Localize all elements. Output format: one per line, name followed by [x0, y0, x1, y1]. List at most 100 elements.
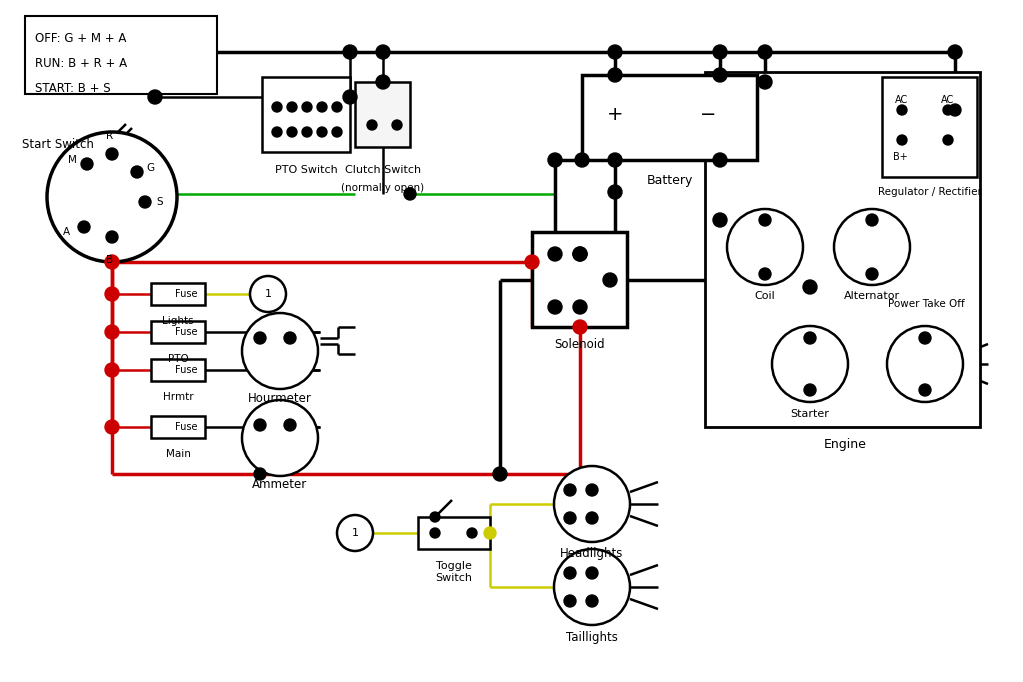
Circle shape: [47, 132, 177, 262]
Circle shape: [575, 153, 589, 167]
Circle shape: [250, 276, 286, 312]
Text: START: B + S: START: B + S: [35, 82, 110, 95]
Circle shape: [897, 105, 907, 115]
Text: Alternator: Alternator: [844, 291, 900, 301]
Circle shape: [105, 420, 119, 434]
Circle shape: [866, 214, 878, 226]
Text: A: A: [62, 227, 70, 237]
Text: Headlights: Headlights: [561, 548, 624, 561]
Circle shape: [548, 247, 562, 261]
Text: Taillights: Taillights: [566, 630, 618, 644]
Circle shape: [525, 255, 539, 269]
Circle shape: [287, 127, 297, 137]
Circle shape: [919, 384, 931, 396]
Circle shape: [106, 148, 118, 160]
Circle shape: [573, 320, 587, 334]
Text: (normally open): (normally open): [342, 183, 425, 193]
Text: RUN: B + R + A: RUN: B + R + A: [35, 57, 127, 70]
Circle shape: [758, 75, 772, 89]
Circle shape: [105, 325, 119, 339]
Circle shape: [287, 102, 297, 112]
Circle shape: [866, 268, 878, 280]
Circle shape: [367, 120, 377, 130]
Circle shape: [343, 45, 357, 59]
Circle shape: [804, 332, 816, 344]
Circle shape: [803, 280, 817, 294]
Circle shape: [554, 466, 630, 542]
Circle shape: [564, 567, 576, 579]
Text: M: M: [68, 155, 77, 165]
Circle shape: [317, 102, 327, 112]
Circle shape: [337, 515, 373, 551]
Circle shape: [573, 247, 587, 261]
Text: Ammeter: Ammeter: [253, 479, 308, 492]
Circle shape: [317, 127, 327, 137]
Circle shape: [392, 120, 402, 130]
Text: PTO: PTO: [168, 354, 188, 364]
Text: Clutch Switch: Clutch Switch: [345, 165, 421, 175]
FancyBboxPatch shape: [355, 82, 410, 147]
Circle shape: [81, 158, 93, 170]
Circle shape: [131, 166, 143, 178]
Circle shape: [484, 527, 496, 539]
Circle shape: [376, 45, 390, 59]
Circle shape: [772, 326, 848, 402]
Circle shape: [272, 127, 282, 137]
Circle shape: [302, 102, 312, 112]
FancyBboxPatch shape: [532, 232, 627, 327]
Circle shape: [468, 528, 477, 538]
FancyBboxPatch shape: [705, 72, 980, 427]
Circle shape: [573, 300, 587, 314]
Circle shape: [106, 231, 118, 243]
Circle shape: [573, 247, 587, 261]
Circle shape: [554, 549, 630, 625]
Circle shape: [548, 153, 562, 167]
Text: G: G: [146, 163, 154, 173]
Circle shape: [727, 209, 803, 285]
Text: Fuse: Fuse: [175, 422, 197, 432]
Circle shape: [834, 209, 910, 285]
Circle shape: [284, 332, 296, 344]
Circle shape: [404, 188, 416, 200]
Circle shape: [586, 512, 598, 524]
Circle shape: [948, 45, 962, 59]
Circle shape: [430, 512, 440, 522]
Text: +: +: [607, 104, 623, 123]
Text: Lights: Lights: [163, 316, 193, 326]
Circle shape: [586, 567, 598, 579]
Text: 1: 1: [265, 289, 271, 299]
Circle shape: [713, 153, 727, 167]
Circle shape: [919, 332, 931, 344]
Circle shape: [608, 45, 622, 59]
Circle shape: [548, 300, 562, 314]
Circle shape: [758, 45, 772, 59]
Text: Power Take Off: Power Take Off: [888, 299, 965, 309]
Text: −: −: [700, 104, 716, 123]
Text: Fuse: Fuse: [175, 365, 197, 375]
Text: Hourmeter: Hourmeter: [248, 391, 312, 404]
Circle shape: [608, 68, 622, 82]
Circle shape: [564, 595, 576, 607]
Text: AC: AC: [895, 95, 908, 105]
Circle shape: [430, 528, 440, 538]
Circle shape: [254, 468, 266, 480]
Circle shape: [78, 221, 90, 233]
Circle shape: [897, 135, 907, 145]
Text: OFF: G + M + A: OFF: G + M + A: [35, 32, 127, 45]
Text: Starter: Starter: [791, 409, 830, 419]
Circle shape: [272, 102, 282, 112]
Text: Solenoid: Solenoid: [554, 338, 606, 351]
Text: Fuse: Fuse: [175, 327, 197, 337]
Circle shape: [148, 90, 162, 104]
Circle shape: [332, 102, 342, 112]
Circle shape: [804, 384, 816, 396]
Text: PTO Switch: PTO Switch: [274, 165, 338, 175]
Circle shape: [943, 135, 953, 145]
Text: Toggle
Switch: Toggle Switch: [436, 561, 473, 583]
Circle shape: [254, 332, 266, 344]
Circle shape: [343, 90, 357, 104]
Circle shape: [139, 196, 151, 208]
Circle shape: [586, 595, 598, 607]
Circle shape: [603, 273, 617, 287]
Circle shape: [586, 484, 598, 496]
